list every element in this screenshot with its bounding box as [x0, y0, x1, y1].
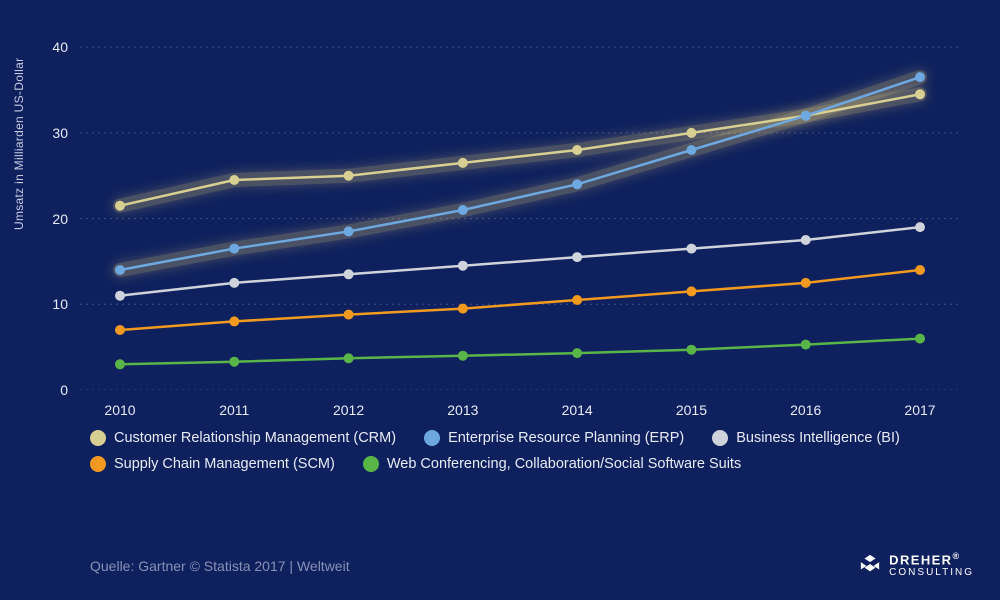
series-marker: [915, 334, 925, 344]
legend-swatch-icon: [90, 456, 106, 472]
legend-label: Customer Relationship Management (CRM): [114, 430, 396, 446]
series-marker: [572, 252, 582, 262]
legend-item: Customer Relationship Management (CRM): [90, 430, 396, 446]
legend-swatch-icon: [712, 430, 728, 446]
legend-item: Enterprise Resource Planning (ERP): [424, 430, 684, 446]
series-marker: [458, 261, 468, 271]
series-marker: [229, 357, 239, 367]
series-marker: [915, 265, 925, 275]
brand-reg: ®: [952, 551, 960, 561]
series-marker: [686, 286, 696, 296]
series-marker: [458, 304, 468, 314]
legend: Customer Relationship Management (CRM) En…: [90, 430, 960, 472]
series-marker: [115, 265, 125, 275]
series-marker: [686, 145, 696, 155]
series-marker: [344, 171, 354, 181]
series-marker: [572, 179, 582, 189]
series-line: [120, 270, 920, 330]
series-marker: [344, 353, 354, 363]
brand-sub: CONSULTING: [889, 567, 974, 578]
source-text: Quelle: Gartner © Statista 2017 | Weltwe…: [90, 558, 350, 574]
series-marker: [915, 222, 925, 232]
legend-label: Supply Chain Management (SCM): [114, 456, 335, 472]
series-marker: [229, 316, 239, 326]
series-marker: [229, 175, 239, 185]
legend-item: Business Intelligence (BI): [712, 430, 900, 446]
series-line: [120, 227, 920, 296]
legend-swatch-icon: [363, 456, 379, 472]
x-tick-label: 2011: [219, 402, 249, 418]
series-marker: [344, 310, 354, 320]
series-marker: [229, 244, 239, 254]
series-marker: [686, 128, 696, 138]
chart-container: Umsatz in Milliarden US-Dollar 2010 2011 2…: [0, 0, 1000, 600]
series-marker: [572, 145, 582, 155]
series-marker: [344, 226, 354, 236]
series-marker: [458, 351, 468, 361]
series-marker: [115, 291, 125, 301]
legend-label: Business Intelligence (BI): [736, 430, 900, 446]
series-marker: [686, 345, 696, 355]
series-marker: [344, 269, 354, 279]
legend-item: Supply Chain Management (SCM): [90, 456, 335, 472]
series-marker: [572, 348, 582, 358]
series-marker: [801, 235, 811, 245]
legend-swatch-icon: [90, 430, 106, 446]
x-tick-label: 2012: [333, 402, 364, 418]
series-marker: [915, 72, 925, 82]
legend-item: Web Conferencing, Collaboration/Social S…: [363, 456, 741, 472]
series-marker: [115, 325, 125, 335]
x-tick-label: 2013: [447, 402, 478, 418]
x-tick-label: 2015: [676, 402, 707, 418]
legend-label: Web Conferencing, Collaboration/Social S…: [387, 456, 741, 472]
legend-swatch-icon: [424, 430, 440, 446]
plot-area: [80, 30, 960, 390]
series-marker: [115, 359, 125, 369]
brand-mark-icon: [859, 553, 881, 575]
series-marker: [458, 158, 468, 168]
brand-logo: DREHER® CONSULTING: [859, 551, 974, 578]
x-tick-label: 2010: [104, 402, 135, 418]
y-axis-label: Umsatz in Milliarden US-Dollar: [12, 58, 26, 230]
series-marker: [915, 89, 925, 99]
series-marker: [801, 340, 811, 350]
brand-name: DREHER: [889, 552, 952, 567]
series-marker: [115, 201, 125, 211]
x-tick-label: 2014: [562, 402, 593, 418]
series-marker: [458, 205, 468, 215]
series-marker: [572, 295, 582, 305]
series-marker: [229, 278, 239, 288]
series-marker: [686, 244, 696, 254]
series-marker: [801, 111, 811, 121]
chart-svg: [80, 30, 960, 390]
legend-label: Enterprise Resource Planning (ERP): [448, 430, 684, 446]
series-marker: [801, 278, 811, 288]
x-tick-label: 2016: [790, 402, 821, 418]
series-line: [120, 339, 920, 365]
x-tick-label: 2017: [904, 402, 935, 418]
brand-text: DREHER® CONSULTING: [889, 551, 974, 578]
